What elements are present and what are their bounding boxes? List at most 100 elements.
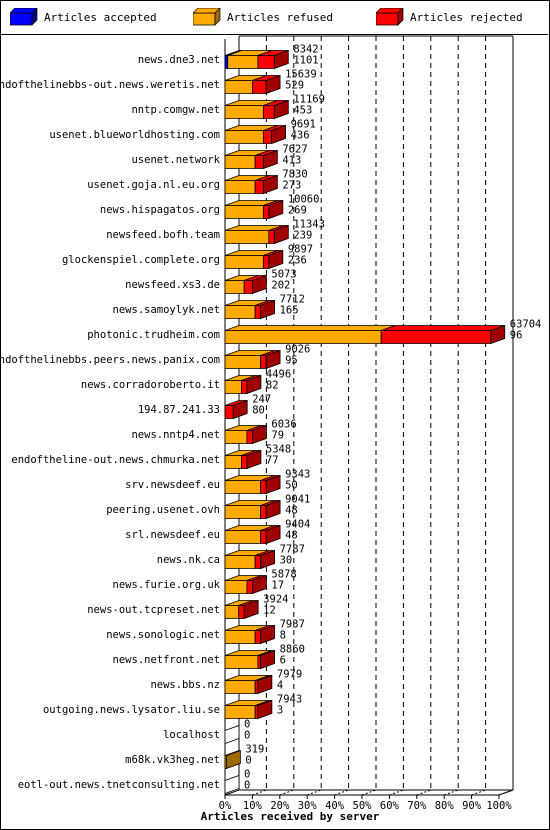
value-label-top: 0 <box>244 719 250 731</box>
bar-segment-articles-refused <box>224 530 262 544</box>
value-label-bottom: 1101 <box>293 55 318 67</box>
bar-segment-articles-refused <box>224 180 256 194</box>
value-label-bottom: 48 <box>285 505 298 517</box>
bar-segment-articles-refused <box>224 80 253 94</box>
value-label-top: 247 <box>252 394 271 406</box>
value-label-top: 11169 <box>293 94 325 106</box>
legend-label-refused: Articles refused <box>227 11 333 24</box>
bar-segment-articles-refused <box>224 105 264 119</box>
x-tick-label: 20% <box>270 800 290 812</box>
category-label: usenet.blueworldhosting.com <box>49 129 220 141</box>
value-label-bottom: 48 <box>285 530 298 542</box>
x-tick-label: 30% <box>298 800 318 812</box>
bar-segment-articles-rejected <box>260 530 267 544</box>
chart-floor <box>224 789 514 796</box>
bar-segment-articles-refused <box>224 430 248 444</box>
bar-segment-articles-rejected <box>262 130 272 144</box>
bar-side <box>251 574 267 595</box>
bar-side <box>265 349 281 370</box>
bar-segment-articles-refused <box>224 130 264 144</box>
value-label-bottom: 95 <box>285 355 298 367</box>
bar-segment-articles-rejected <box>254 630 262 644</box>
category-label: srl.newsdeef.eu <box>125 529 220 541</box>
bar-segment-articles-rejected <box>262 105 275 119</box>
value-label-top: 15639 <box>285 69 317 81</box>
category-label: news.netfront.net <box>113 654 220 666</box>
legend: Articles accepted Articles refused Artic… <box>0 0 548 35</box>
category-label: news.sonologic.net <box>106 629 220 641</box>
bar-segment-articles-refused <box>224 680 256 694</box>
category-label: news-out.tcpreset.net <box>87 604 220 616</box>
bar-segment-articles-rejected <box>262 255 270 269</box>
legend-item-refused: Articles refused <box>192 6 363 26</box>
value-label-top: 63704 <box>510 319 542 331</box>
bar-side <box>273 49 289 70</box>
bar-segment-articles-refused <box>224 230 270 244</box>
value-label-top: 0 <box>244 769 250 781</box>
category-label: m68k.vk3heg.net <box>125 754 220 766</box>
legend-label-accepted: Articles accepted <box>44 11 157 24</box>
bar-segment-articles-refused <box>224 580 248 594</box>
bar-side <box>265 474 281 495</box>
category-label: usenet.goja.nl.eu.org <box>87 179 220 191</box>
bar-segment-articles-rejected <box>380 330 492 344</box>
category-label: newsfeed.xs3.de <box>125 279 220 291</box>
floor-tick-10 <box>252 789 267 796</box>
value-label-bottom: 30 <box>280 555 293 567</box>
value-label-top: 7627 <box>282 144 307 156</box>
x-tick-label: 70% <box>407 800 427 812</box>
bar-segment-articles-rejected <box>254 555 262 569</box>
bar-segment-articles-rejected <box>260 480 267 494</box>
bar-side <box>260 624 276 645</box>
bar-segment-articles-refused <box>224 505 262 519</box>
bar-segment-articles-refused <box>224 555 256 569</box>
value-label-bottom: 82 <box>266 380 279 392</box>
bar-side <box>251 274 267 295</box>
bar-segment-articles-refused <box>224 155 256 169</box>
value-label-bottom: 236 <box>288 255 307 267</box>
bar-segment-articles-rejected <box>251 80 267 94</box>
value-label-top: 9343 <box>285 469 310 481</box>
value-label-bottom: 6 <box>280 655 286 667</box>
category-label: news.samoylyk.net <box>113 304 220 316</box>
floor-tick-30 <box>307 789 322 796</box>
bar-segment-articles-rejected <box>246 430 253 444</box>
bar-segment-articles-rejected <box>254 705 259 719</box>
bar-side <box>260 649 276 670</box>
legend-swatch-rejected <box>375 7 404 26</box>
bar-segment-articles-rejected <box>241 380 248 394</box>
value-label-top: 5878 <box>271 569 296 581</box>
bar-side <box>260 299 276 320</box>
bar-side <box>257 674 273 695</box>
value-label-bottom: 453 <box>293 105 312 117</box>
bar-side <box>265 74 281 95</box>
category-label: news.corradoroberto.it <box>81 379 220 391</box>
value-label-bottom: 50 <box>285 480 298 492</box>
bar-side <box>260 549 276 570</box>
floor-tick-80 <box>444 789 459 796</box>
category-label: eotl-out.news.tnetconsulting.net <box>18 779 220 791</box>
value-label-top: 319 <box>245 744 264 756</box>
value-label-bottom: 269 <box>288 205 307 217</box>
bar-segment-articles-refused <box>224 280 245 294</box>
value-label-top: 7787 <box>280 544 305 556</box>
bar-side <box>268 249 284 270</box>
category-label: endofthelinebbs-out.news.weretis.net <box>0 79 220 91</box>
bar-segment-articles-rejected <box>260 505 267 519</box>
value-label-top: 8860 <box>280 644 305 656</box>
category-label: news.hispagatos.org <box>100 204 220 216</box>
bar-side <box>271 124 286 145</box>
category-label: nntp.comgw.net <box>131 104 220 116</box>
x-tick-label: 100% <box>486 800 512 812</box>
value-label-top: 7830 <box>282 169 307 181</box>
floor-tick-90 <box>471 789 486 796</box>
legend-item-rejected: Articles rejected <box>375 6 546 26</box>
floor-tick-40 <box>334 789 349 796</box>
category-label: news.nk.ca <box>157 554 220 566</box>
bar-segment-articles-refused <box>224 705 256 719</box>
x-tick-label: 60% <box>380 800 400 812</box>
bar-segment-articles-rejected <box>238 605 245 619</box>
x-axis-title: Articles received by server <box>200 810 380 823</box>
category-label: newsfeed.bofh.team <box>106 229 220 241</box>
category-label: localhost <box>163 729 220 741</box>
